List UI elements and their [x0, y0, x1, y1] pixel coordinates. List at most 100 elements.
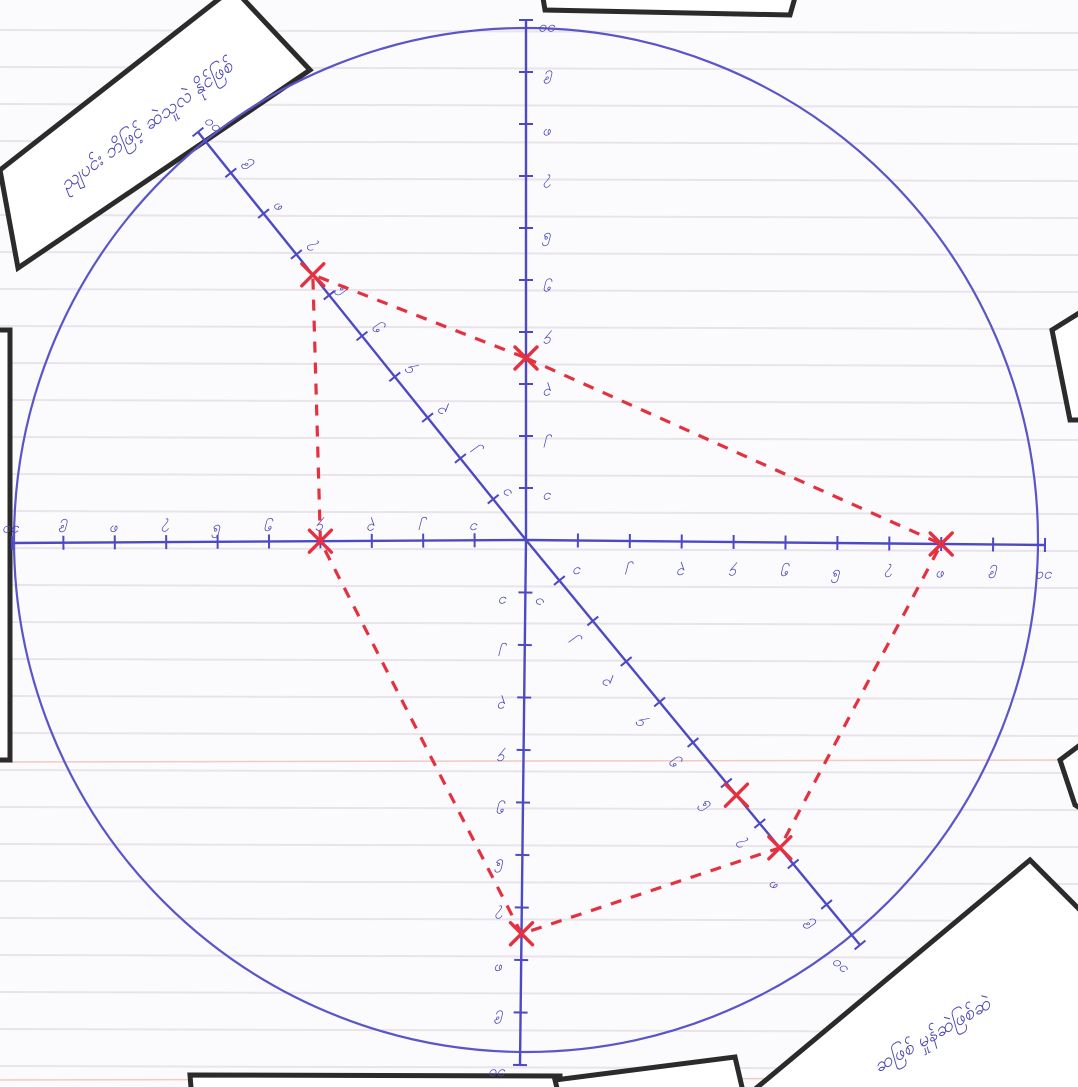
paper-line — [0, 843, 1078, 848]
paper-line — [0, 732, 1078, 737]
tick-label-southeast-2: ၂ — [563, 631, 584, 654]
frame-box-left — [0, 327, 13, 763]
tick-northwest-9 — [224, 167, 237, 178]
tick-label-southeast-4: ၄ — [630, 713, 650, 735]
frame-box-right-top — [1049, 310, 1078, 423]
tick-label-north-8: ၈ — [543, 125, 552, 143]
paper-line — [0, 658, 1078, 663]
paper-line — [0, 510, 1078, 515]
tick-label-east-6: ၆ — [830, 566, 841, 584]
tick-label-west-3: ၃ — [367, 517, 376, 538]
series-1-point-east — [928, 531, 954, 557]
tick-northwest-5 — [355, 330, 369, 342]
paper-line — [0, 584, 1078, 589]
tick-label-south-10: ၁၀ — [489, 1066, 506, 1084]
tick-label-east-3: ၃ — [677, 562, 686, 583]
tick-label-west-8: ၈ — [110, 521, 119, 539]
data-series — [300, 262, 954, 947]
tick-label-west-5: ၅ — [264, 518, 274, 539]
paper-line — [0, 954, 1078, 959]
tick-northwest-1 — [487, 494, 500, 505]
tick-northwest-10 — [191, 126, 205, 138]
tick-label-north-6: ၆ — [541, 229, 552, 247]
tick-northwest-7 — [290, 249, 303, 260]
tick-label-west-9: ၉ — [59, 519, 69, 540]
paper-margin-line — [0, 759, 1078, 763]
frame-box-bottom-mid — [551, 1054, 745, 1087]
paper-line — [0, 399, 1078, 404]
tick-southeast-2 — [586, 615, 599, 627]
tick-southeast-5 — [686, 737, 700, 748]
series-2-point-southeast — [723, 782, 750, 808]
frame-box-bottom — [187, 1072, 563, 1087]
tick-label-south-3: ၃ — [497, 695, 506, 716]
tick-southeast-1 — [553, 575, 566, 586]
tick-label-east-10: ၁၀ — [1036, 568, 1053, 586]
paper-line — [0, 177, 1078, 182]
tick-northwest-3 — [421, 412, 434, 423]
tick-label-north-9: ၉ — [543, 70, 553, 91]
tick-northwest-2 — [454, 453, 467, 464]
tick-label-east-4: ၄ — [729, 562, 738, 583]
tick-label-west-10: ၁၀ — [3, 522, 20, 540]
frame-box-right — [1057, 743, 1078, 810]
tick-label-north-10: ၁၀ — [539, 21, 556, 39]
tick-label-southeast-8: ၈ — [764, 877, 782, 897]
tick-label-west-6: ၆ — [211, 521, 222, 539]
series-1-point-south — [508, 921, 535, 947]
tick-label-east-2: ၂ — [624, 561, 634, 582]
tick-southeast-7 — [753, 818, 766, 829]
tick-label-south-1: ၁ — [499, 593, 508, 611]
tick-label-southeast-1: ၁ — [530, 593, 548, 613]
tick-northwest-8 — [257, 208, 270, 219]
tick-label-south-5: ၅ — [496, 800, 506, 821]
tick-label-east-1: ၁ — [573, 564, 582, 582]
tick-label-northwest-5: ၅ — [366, 319, 387, 342]
tick-northwest-4 — [388, 371, 401, 382]
frame-box-bottom-right — [753, 856, 1078, 1087]
tick-label-southeast-10: ၁၀ — [827, 955, 852, 980]
tick-label-south-2: ၂ — [497, 643, 507, 664]
tick-southeast-10 — [853, 939, 867, 951]
paper-line — [0, 547, 1078, 552]
tick-label-south-7: ၇ — [495, 905, 504, 926]
tick-label-west-2: ၂ — [418, 517, 428, 538]
tick-label-southeast-3: ၃ — [597, 672, 617, 694]
paper-line — [0, 917, 1078, 922]
tick-label-east-7: ၇ — [884, 564, 893, 585]
tick-label-east-5: ၅ — [781, 563, 791, 584]
frame-box-top-left — [0, 0, 314, 273]
series-1-point-north — [513, 345, 539, 371]
tick-label-southeast-9: ၉ — [797, 915, 818, 938]
tick-label-northwest-4: ၄ — [399, 360, 419, 382]
tick-label-northwest-9: ၉ — [235, 156, 256, 179]
tick-northwest-6 — [323, 290, 336, 301]
tick-label-south-6: ၆ — [494, 856, 505, 874]
paper-line — [0, 769, 1078, 774]
tick-label-north-2: ၂ — [543, 434, 553, 455]
tick-label-southeast-7: ၇ — [730, 834, 750, 856]
paper-line — [0, 288, 1078, 293]
series-1-point-southeast — [767, 835, 793, 861]
tick-label-north-4: ၄ — [543, 330, 552, 351]
tick-label-west-7: ၇ — [161, 518, 170, 539]
tick-southeast-8 — [787, 858, 800, 870]
tick-label-south-4: ၄ — [497, 748, 506, 769]
paper-line — [0, 621, 1078, 626]
tick-label-north-1: ၁ — [543, 489, 552, 507]
tick-label-south-9: ၉ — [494, 1010, 504, 1031]
tick-label-west-1: ၁ — [470, 519, 479, 537]
paper-line — [0, 29, 1078, 34]
series-1-point-northwest — [300, 262, 326, 288]
paper-line — [0, 214, 1078, 219]
paper-line — [0, 436, 1078, 441]
paper-line — [0, 695, 1078, 700]
paper-line — [0, 325, 1078, 330]
paper-line — [0, 473, 1078, 478]
tick-label-northwest-2: ၂ — [464, 441, 485, 464]
tick-label-northwest-1: ၁ — [498, 484, 516, 504]
tick-label-east-8: ၈ — [936, 567, 945, 585]
paper-line — [0, 880, 1078, 885]
